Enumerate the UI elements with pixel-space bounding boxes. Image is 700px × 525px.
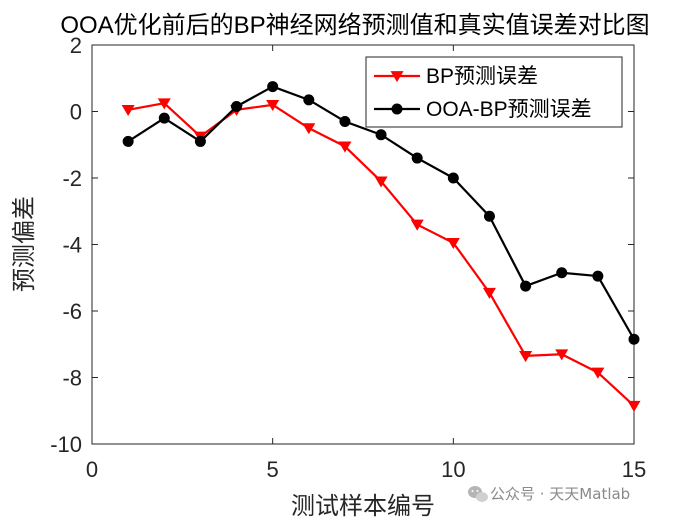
data-point [555,349,569,361]
data-point [592,270,604,282]
y-axis-title: 预测偏差 [10,196,38,292]
data-point [556,267,568,279]
y-tick-label: 0 [70,100,82,125]
watermark: 公众号 · 天天Matlab [468,485,630,503]
data-point [267,81,279,93]
legend-label: OOA-BP预测误差 [426,98,592,121]
data-point [157,98,171,110]
legend-marker [391,103,403,115]
series-line [127,102,635,407]
wechat-icon [468,486,488,502]
data-point [591,367,605,379]
x-axis-title: 测试样本编号 [291,492,435,520]
axis-ticks: 0 5 10 15 -10 -8 -6 -4 -2 0 2 [50,33,646,482]
legend-marker [390,71,404,83]
data-point [483,210,495,222]
y-tick-label: -6 [62,299,82,324]
watermark-text: 公众号 · 天天Matlab [490,485,630,503]
y-tick-label: -4 [62,233,82,258]
legend-entry: BP预测误差 [374,65,538,88]
legend-label: BP预测误差 [426,65,538,88]
y-tick-label: 2 [70,33,82,58]
legend-box [365,56,623,128]
x-tick-label: 0 [86,457,98,482]
series-layer [121,81,641,412]
data-point [121,104,135,117]
legend: BP预测误差 OOA-BP预测误差 [365,56,623,128]
data-point [375,129,387,141]
data-point [122,135,134,147]
data-point [158,112,170,124]
chart-title: OOA优化前后的BP神经网络预测值和真实值误差对比图 [60,12,649,39]
data-point [374,176,388,188]
data-point [627,400,641,412]
data-point [303,94,315,106]
data-point [338,141,352,153]
x-tick-label: 15 [622,457,646,482]
data-point [194,135,206,147]
data-point [302,123,316,135]
series-2 [122,81,640,345]
y-tick-label: -8 [62,366,82,391]
y-tick-label: -2 [62,166,82,191]
data-point [411,152,423,164]
data-point [520,280,532,292]
data-point [339,115,351,127]
legend-entry: OOA-BP预测误差 [374,98,592,121]
y-tick-label: -10 [50,432,82,457]
data-point [410,219,424,231]
data-point [482,287,496,299]
data-point [446,237,460,250]
data-point [519,351,533,363]
data-point [231,101,243,113]
x-tick-label: 10 [441,457,465,482]
data-point [628,333,640,345]
x-tick-label: 5 [267,457,279,482]
data-point [266,99,280,112]
data-point [447,172,459,184]
